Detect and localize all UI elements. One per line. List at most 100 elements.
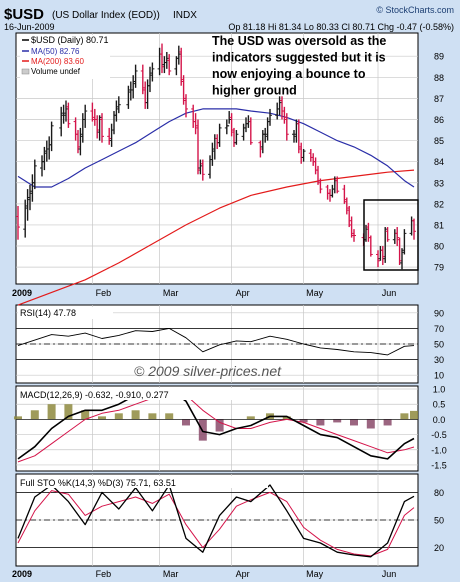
ohlc-bar	[176, 45, 181, 65]
month-label: Jun	[382, 569, 397, 579]
annotation-line: indicators suggested but it is	[212, 51, 386, 65]
ohlc-bar	[200, 159, 205, 181]
month-label: Feb	[96, 569, 112, 579]
ohlc-bar	[368, 235, 373, 257]
ohlc-bar	[284, 113, 289, 141]
month-label: Mar	[163, 288, 179, 298]
y-tick-label: 87	[434, 94, 444, 104]
y-tick-label: -1.0	[431, 445, 447, 455]
ohlc-bar	[217, 123, 222, 147]
macd-histogram-bar	[246, 416, 255, 420]
ohlc-bar	[258, 140, 263, 158]
macd-histogram-bar	[131, 410, 140, 420]
symbol-title: $USD	[4, 6, 44, 23]
ohlc-bar	[16, 205, 20, 240]
legend-ma200: MA(200) 83.60	[31, 57, 84, 66]
ohlc-bar	[83, 104, 88, 128]
ohlc-bar	[402, 229, 407, 255]
macd-histogram-bar	[299, 419, 308, 423]
month-label: May	[306, 288, 324, 298]
ohlc-bar	[32, 159, 37, 190]
ohlc-bar	[349, 216, 354, 238]
ohlc-bar	[198, 159, 203, 175]
ohlc-bar	[282, 106, 287, 124]
watermark-text: © 2009 silver-prices.net	[134, 363, 282, 379]
rsi-legend: RSI(14) 47.78	[18, 307, 113, 319]
ohlc-bar	[296, 119, 301, 154]
ma50-line	[17, 108, 415, 188]
macd-histogram-bar	[316, 419, 325, 426]
ohlc-bar	[385, 227, 390, 242]
y-tick-label: 83	[434, 178, 444, 188]
rsi-legend-text: RSI(14) 47.78	[20, 308, 76, 318]
plot-layer	[14, 43, 418, 558]
sto-legend: Full STO %K(14,3) %D(3) 75.71, 63.51	[18, 476, 268, 488]
ohlc-bar	[95, 115, 100, 139]
y-tick-label: 10	[434, 371, 444, 381]
macd-signal-line	[17, 394, 415, 463]
price-legend: $USD (Daily) 80.71 MA(50) 82.76 MA(200) …	[20, 35, 110, 79]
ohlc-bar	[400, 248, 404, 270]
y-tick-label: 50	[434, 340, 444, 350]
annotation-line: higher ground	[212, 84, 297, 98]
macd-histogram-bar	[182, 419, 190, 426]
month-label: Feb	[96, 288, 112, 298]
ohlc-bar	[126, 85, 131, 109]
month-label: Apr	[236, 569, 250, 579]
ohlc-bar	[66, 102, 71, 128]
sto-legend-bg	[18, 476, 268, 488]
sto-legend-text: Full STO %K(14,3) %D(3) 75.71, 63.51	[20, 478, 176, 488]
y-tick-label: 81	[434, 220, 444, 230]
ohlc-bar	[412, 218, 416, 240]
macd-line	[17, 388, 415, 460]
ohlc-bar	[318, 178, 323, 194]
ohlc-bar	[316, 165, 320, 185]
y-tick-label: 70	[434, 324, 444, 334]
ohlc-bar	[395, 227, 400, 247]
ohlc-bar	[116, 96, 121, 114]
macd-legend: MACD(12,26,9) -0.632, -0.910, 0.277	[18, 388, 250, 400]
legend-usd: $USD (Daily) 80.71	[31, 35, 109, 45]
ohlc-bar	[64, 100, 68, 122]
sto-d-line	[17, 490, 415, 557]
annotation-line: now enjoying a bounce to	[212, 67, 366, 81]
ohlc-bar	[179, 47, 184, 86]
ma200-line	[17, 169, 415, 306]
ohlc-bar	[234, 130, 239, 145]
y-tick-label: 30	[434, 355, 444, 365]
ohlc-bar	[100, 113, 104, 143]
rsi-line	[17, 327, 415, 356]
macd-histogram-bar	[64, 404, 73, 420]
annotation-line: The USD was oversold as the	[212, 34, 386, 48]
ohlc-bar	[229, 113, 234, 137]
y-tick-label: 84	[434, 157, 444, 167]
month-label: Mar	[163, 569, 179, 579]
ohlc-bar	[184, 94, 188, 118]
ohlc-bar	[49, 121, 54, 152]
ohlc-bar	[61, 104, 66, 124]
month-label: Jun	[382, 288, 397, 298]
ohlc-bar	[131, 75, 136, 99]
y-tick-label: 86	[434, 115, 444, 125]
y-tick-label: 80	[434, 488, 444, 498]
ohlc-bar	[277, 96, 282, 116]
y-tick-label: 0.5	[433, 400, 446, 410]
ohlc-bar	[292, 130, 296, 143]
quote-line: Op 81.18 Hi 81.34 Lo 80.33 Cl 80.71 Chg …	[228, 22, 454, 32]
macd-histogram-bar	[165, 413, 174, 420]
month-axis-top: 2009 Feb Mar Apr May Jun	[12, 288, 396, 298]
ohlc-bar	[397, 237, 402, 266]
quote-date: 16-Jun-2009	[4, 22, 55, 32]
y-tick-label: 85	[434, 136, 444, 146]
macd-histogram-bar	[333, 419, 342, 423]
legend-background	[20, 35, 110, 79]
ohlc-bar	[335, 176, 340, 194]
macd-histogram-bar	[410, 410, 418, 420]
ohlc-bar	[263, 127, 268, 143]
ohlc-bar	[196, 119, 200, 175]
macd-histogram-bar	[383, 419, 392, 426]
ohlc-bar	[76, 130, 80, 154]
macd-histogram-bar	[400, 413, 409, 420]
y-tick-label: 90	[434, 308, 444, 318]
